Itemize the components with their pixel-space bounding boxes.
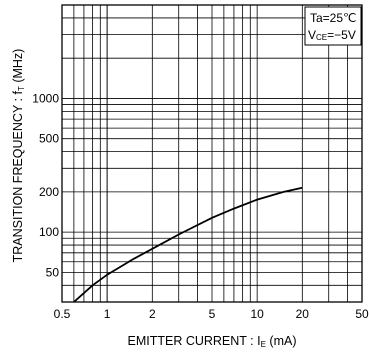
- x-tick-label: 50: [355, 307, 369, 321]
- y-tick-label: 100: [39, 225, 59, 239]
- series-line: [73, 186, 303, 303]
- series-layer: [73, 186, 303, 303]
- legend-temperature: Ta=25℃: [310, 11, 357, 25]
- x-tick-label: 1: [104, 307, 111, 321]
- y-tick-label: 500: [39, 132, 59, 146]
- grid-lines: [62, 5, 362, 302]
- y-tick-label: 1000: [32, 91, 59, 105]
- x-axis-label: EMITTER CURRENT : IE (mA): [127, 334, 296, 349]
- legend-box: Ta=25℃ VCE=−5V: [304, 6, 362, 46]
- x-tick-label: 0.5: [54, 307, 71, 321]
- y-tick-label: 50: [46, 265, 60, 279]
- legend-voltage: VCE=−5V: [308, 28, 356, 42]
- y-tick-labels: 50 100 200 500 1000: [32, 91, 59, 279]
- x-tick-label: 10: [250, 307, 264, 321]
- y-tick-label: 200: [39, 185, 59, 199]
- x-tick-labels: 0.5 1 2 5 10 20 50: [54, 307, 369, 321]
- x-tick-label: 20: [296, 307, 310, 321]
- y-axis-label: TRANSITION FREQUENCY : fT (MHz): [11, 49, 26, 263]
- x-tick-label: 2: [149, 307, 156, 321]
- x-tick-label: 5: [209, 307, 216, 321]
- plot-frame: [61, 4, 363, 303]
